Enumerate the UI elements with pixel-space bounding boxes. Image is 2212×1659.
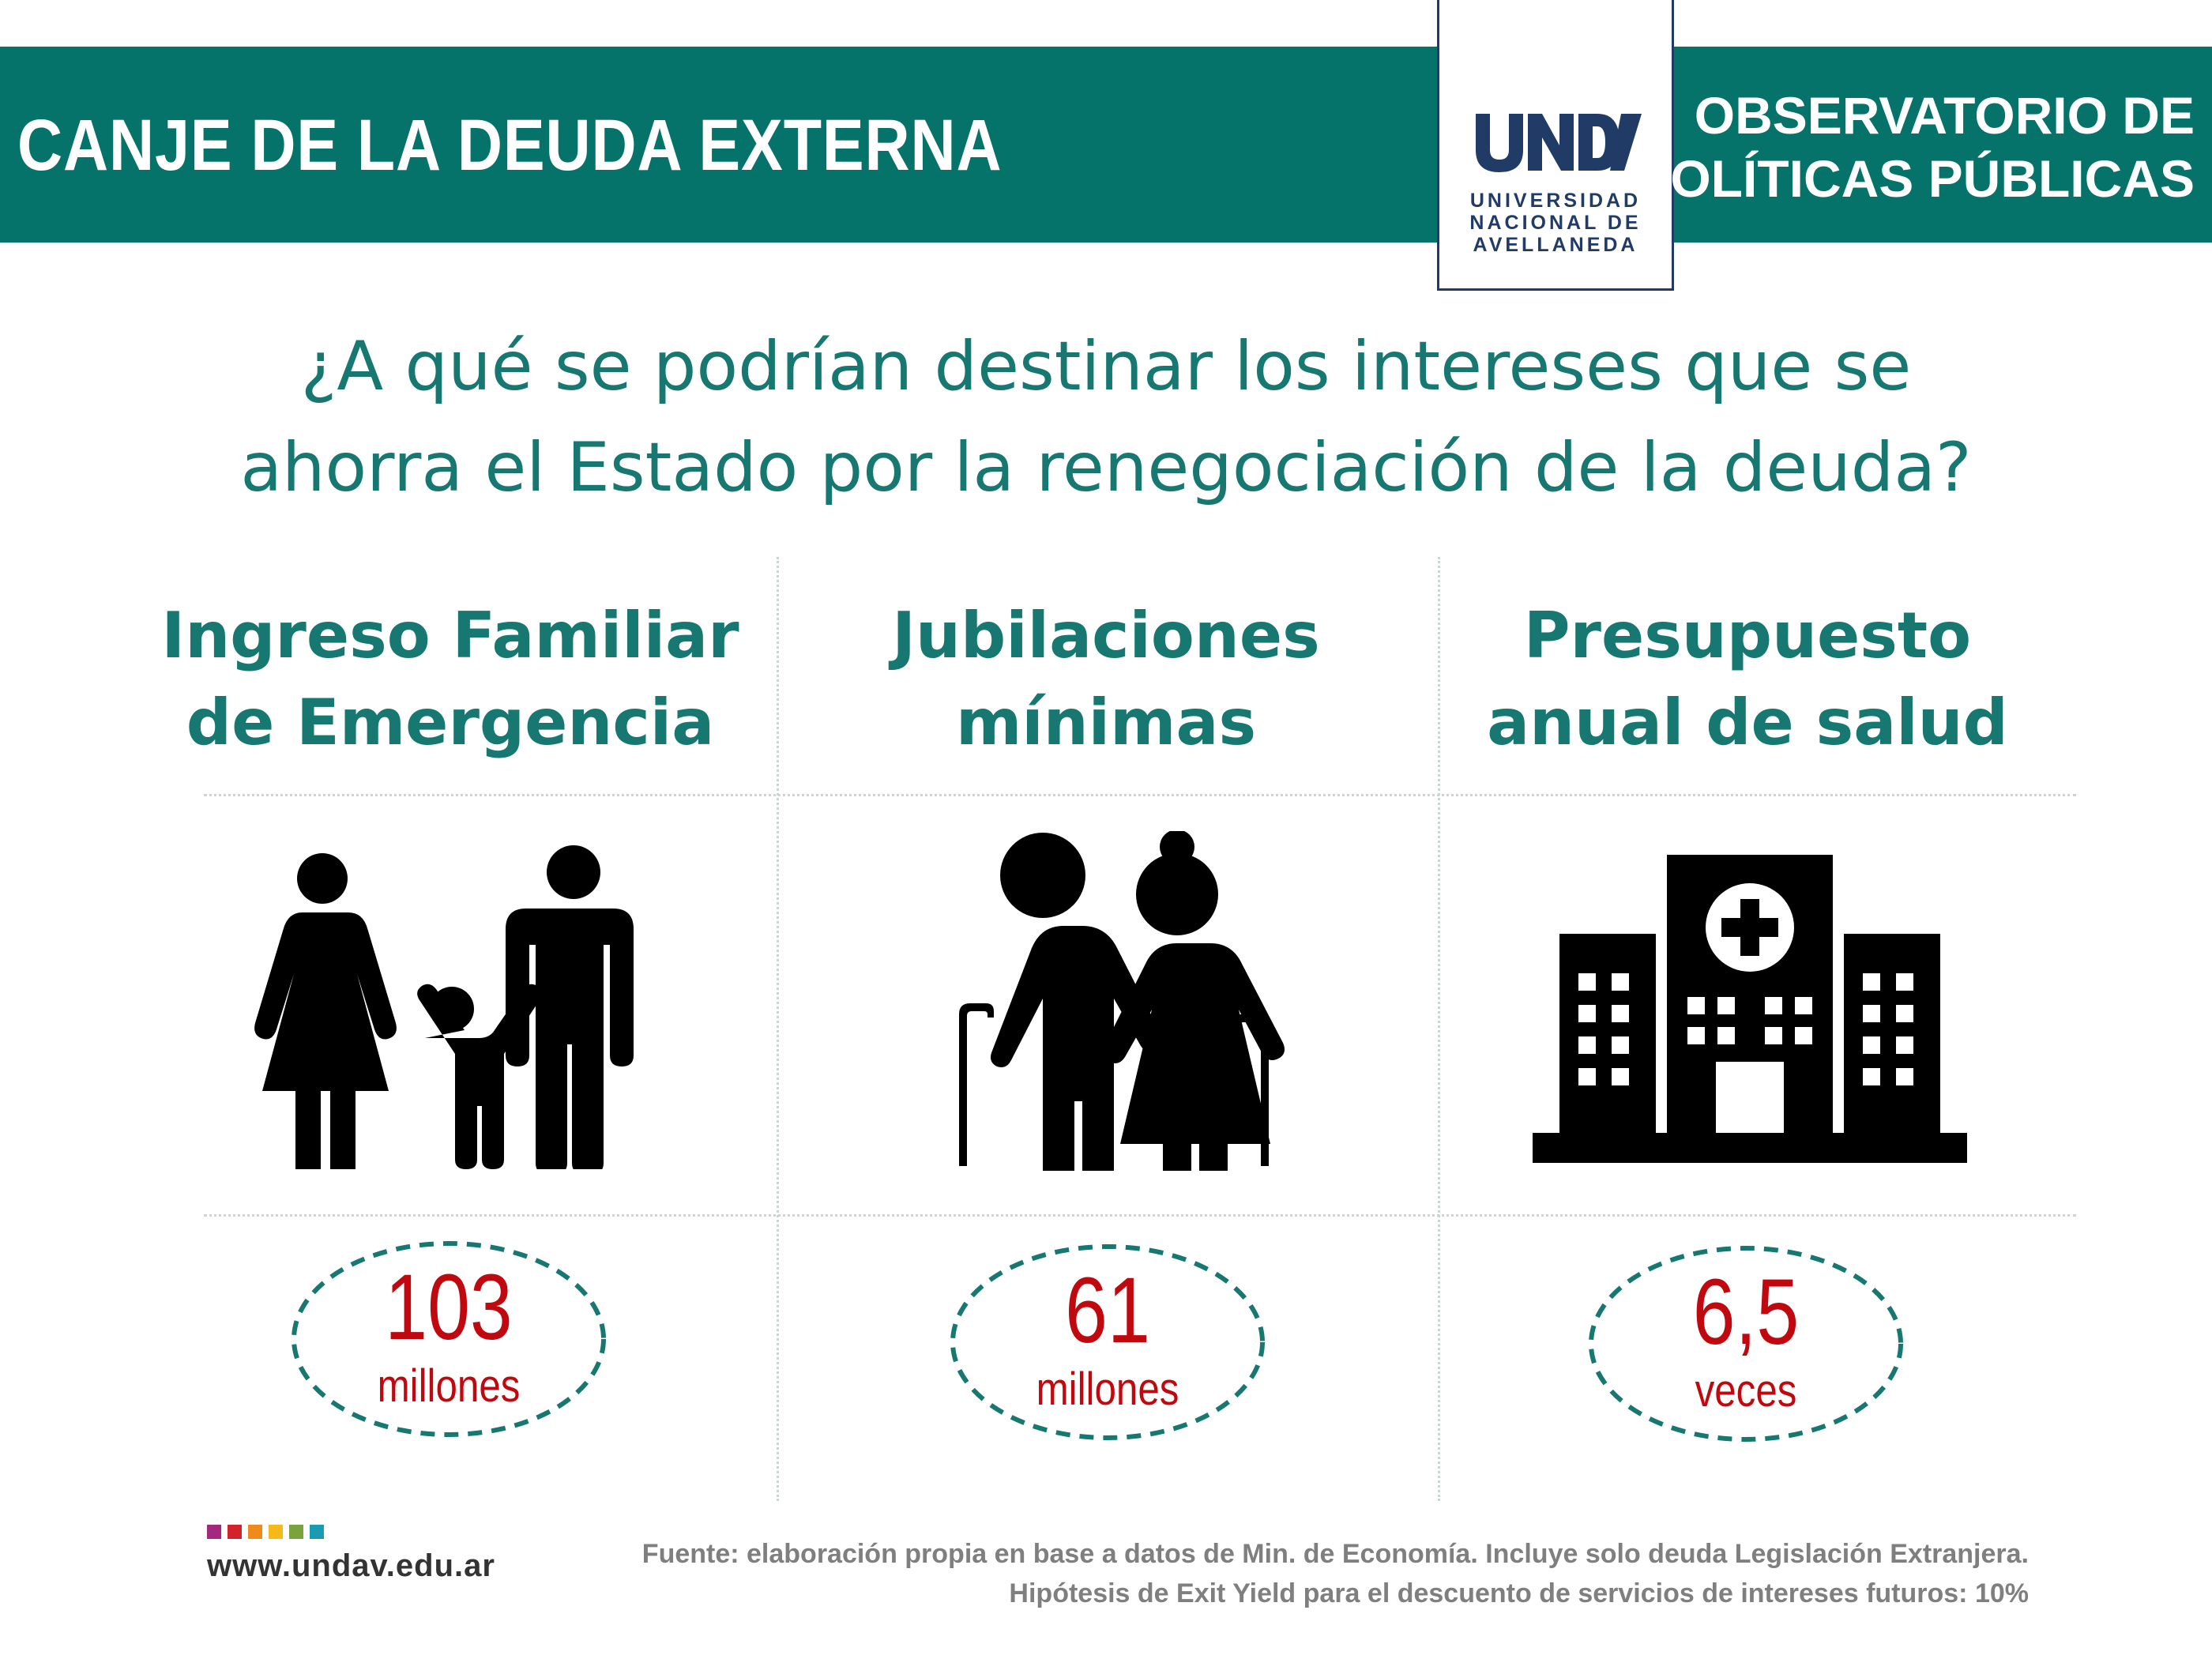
dashed-ellipse-icon (292, 1241, 606, 1437)
column-title-salud: Presupuesto anual de salud (1431, 592, 2063, 766)
row-divider-1 (204, 794, 2076, 796)
dashed-ellipse-icon (950, 1244, 1265, 1440)
observatorio-line-1: OBSERVATORIO DE (1694, 86, 2195, 145)
color-square (207, 1525, 221, 1539)
column-divider-2 (1438, 557, 1440, 1501)
color-square (269, 1525, 283, 1539)
row-divider-2 (204, 1214, 2076, 1217)
question-line-2: ahorra el Estado por la renegociación de… (240, 428, 1972, 507)
website-link[interactable]: www.undav.edu.ar (207, 1548, 495, 1583)
header-band (0, 47, 2212, 243)
value-unit: millones (1036, 1364, 1179, 1415)
value-badge-jubilaciones: 61 millones (950, 1243, 1266, 1441)
logo-line-3: AVELLANEDA (1473, 234, 1638, 256)
elderly-couple-icon (959, 831, 1285, 1171)
source-note: Fuente: elaboración propia en base a dat… (642, 1534, 2029, 1613)
value-number: 6,5 (1692, 1260, 1800, 1364)
value-number: 103 (385, 1255, 513, 1360)
source-line-2: Hipótesis de Exit Yield para el descuent… (1009, 1578, 2029, 1608)
dashed-ellipse-icon (1589, 1246, 1903, 1442)
column-title-line-1: Jubilaciones (892, 599, 1320, 672)
observatorio-title: OBSERVATORIO DE POLÍTICAS PÚBLICAS (1635, 84, 2195, 210)
header-title: CANJE DE LA DEUDA EXTERNA (17, 105, 1003, 186)
column-title-line-2: de Emergencia (186, 686, 715, 759)
column-title-jubilaciones: Jubilaciones mínimas (790, 592, 1422, 766)
column-title-line-1: Presupuesto (1523, 599, 1972, 672)
color-square (248, 1525, 262, 1539)
column-title-line-1: Ingreso Familiar (161, 599, 739, 672)
question-line-1: ¿A qué se podrían destinar los intereses… (300, 327, 1912, 406)
logo-line-2: NACIONAL DE (1469, 212, 1642, 234)
color-square (310, 1525, 324, 1539)
hospital-icon (1533, 855, 1967, 1163)
color-square (228, 1525, 242, 1539)
logo-line-1: UNIVERSIDAD (1469, 190, 1642, 212)
value-badge-salud: 6,5 veces (1588, 1245, 1904, 1443)
value-badge-ife: 103 millones (291, 1240, 607, 1438)
source-line-1: Fuente: elaboración propia en base a dat… (641, 1539, 2029, 1569)
column-title-line-2: mínimas (955, 686, 1257, 759)
value-unit: veces (1695, 1365, 1797, 1416)
value-number: 61 (1065, 1258, 1150, 1363)
column-divider-1 (777, 557, 779, 1501)
observatorio-line-2: POLÍTICAS PÚBLICAS (1635, 149, 2195, 208)
undav-logo-mark-icon (1476, 114, 1642, 172)
color-squares (207, 1525, 324, 1539)
column-title-ife: Ingreso Familiar de Emergencia (134, 592, 766, 766)
color-square (289, 1525, 303, 1539)
family-icon (254, 845, 634, 1169)
column-title-line-2: anual de salud (1487, 686, 2008, 759)
value-unit: millones (377, 1360, 521, 1412)
main-question: ¿A qué se podrían destinar los intereses… (0, 316, 2212, 518)
undav-logo[interactable]: UNIVERSIDAD NACIONAL DE AVELLANEDA (1437, 0, 1674, 291)
